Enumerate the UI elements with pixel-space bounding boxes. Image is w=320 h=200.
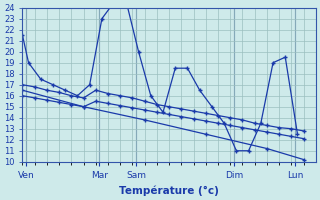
X-axis label: Température (°c): Température (°c) xyxy=(119,185,219,196)
